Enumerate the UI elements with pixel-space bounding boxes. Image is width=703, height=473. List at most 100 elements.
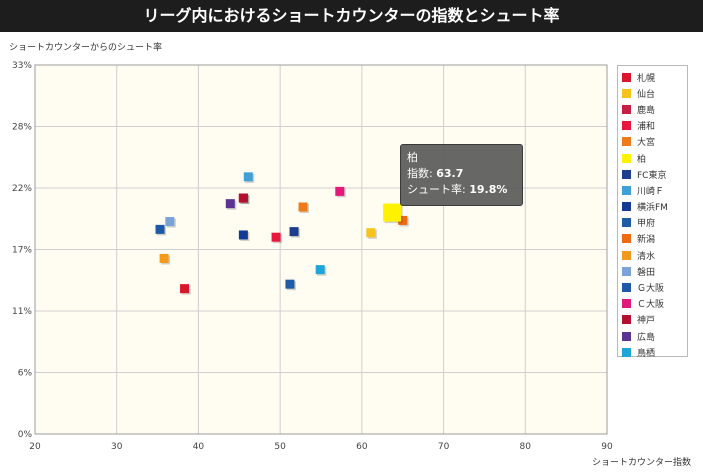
legend-item[interactable]: 大宮 xyxy=(622,134,687,150)
legend-label: 甲府 xyxy=(637,219,656,230)
legend-swatch xyxy=(622,315,631,325)
data-point-柏 xyxy=(383,203,402,222)
legend-swatch xyxy=(622,137,631,147)
legend-item[interactable]: 神戸 xyxy=(622,312,687,328)
legend-label: 鳥栖 xyxy=(637,348,656,359)
legend-item[interactable]: 仙台 xyxy=(622,85,687,101)
tooltip-x-row: 指数: 63.7 xyxy=(407,166,516,182)
legend-label: FC東京 xyxy=(637,170,667,181)
legend-item[interactable]: 浦和 xyxy=(622,118,687,134)
legend-item[interactable]: 鳥栖 xyxy=(622,344,687,360)
y-tick-label: 17% xyxy=(12,246,32,256)
legend-swatch xyxy=(622,283,631,293)
legend-swatch xyxy=(622,299,631,309)
legend-label: 神戸 xyxy=(637,316,656,327)
data-point-新潟 xyxy=(398,215,408,225)
tooltip-y-value: 19.8% xyxy=(469,183,508,196)
legend-swatch xyxy=(622,218,631,228)
x-tick-label: 40 xyxy=(193,442,205,452)
legend-label: 広島 xyxy=(637,332,656,343)
legend-label: 新潟 xyxy=(637,235,656,246)
legend-swatch xyxy=(622,347,631,357)
tooltip: 柏 指数: 63.7 シュート率: 19.8% xyxy=(400,144,523,206)
x-tick-label: 70 xyxy=(438,442,450,452)
legend: 札幌仙台鹿島浦和大宮柏 FC東京川崎Ｆ 横浜FM 甲府新潟清水磐田 Ｇ大阪 Ｃ大阪神戸広島… xyxy=(617,65,688,360)
tooltip-title: 柏 xyxy=(407,151,418,164)
data-point-神戸 xyxy=(238,193,248,203)
y-tick-label: 33% xyxy=(12,61,32,71)
legend-item[interactable]: 札幌 xyxy=(622,69,687,85)
legend-label: 清水 xyxy=(637,251,656,262)
data-point-札幌 xyxy=(180,284,190,294)
data-point-川崎Ｆ xyxy=(243,172,253,182)
legend-label: 浦和 xyxy=(637,122,656,133)
legend-item[interactable]: 川崎Ｆ xyxy=(622,182,687,198)
legend-label: 札幌 xyxy=(637,73,656,84)
legend-swatch xyxy=(622,72,631,82)
plot-border xyxy=(34,64,608,435)
legend-label: 鹿島 xyxy=(637,105,656,116)
data-point-仙台 xyxy=(366,228,376,238)
legend-label: 横浜FM xyxy=(637,203,668,214)
legend-swatch xyxy=(622,250,631,260)
x-tick-label: 50 xyxy=(274,442,286,452)
legend-item[interactable]: 横浜FM xyxy=(622,199,687,215)
y-tick-label: 22% xyxy=(12,184,32,194)
legend-item[interactable]: 鹿島 xyxy=(622,101,687,117)
y-axis-label: ショートカウンターからのシュート率 xyxy=(9,43,163,53)
y-tick-label: 6% xyxy=(18,369,33,379)
legend-swatch xyxy=(622,88,631,98)
x-tick-label: 30 xyxy=(111,442,123,452)
data-point-磐田 xyxy=(165,217,175,227)
data-point-Ｃ大阪 xyxy=(335,186,345,196)
y-tick-label: 28% xyxy=(12,123,32,133)
legend-item[interactable]: Ｃ大阪 xyxy=(622,296,687,312)
y-tick-label: 0% xyxy=(18,430,33,440)
x-tick-label: 90 xyxy=(601,442,613,452)
tooltip-y-label: シュート率: xyxy=(407,183,466,196)
y-tick-label: 11% xyxy=(12,307,32,317)
legend-label: 仙台 xyxy=(637,89,656,100)
tooltip-x-label: 指数: xyxy=(407,167,433,180)
data-point-FC東京 xyxy=(289,227,299,237)
x-tick-label: 60 xyxy=(356,442,368,452)
legend-swatch xyxy=(622,266,631,276)
legend-item[interactable]: FC東京 xyxy=(622,166,687,182)
data-point-鳥栖 xyxy=(315,265,325,275)
x-tick-label: 20 xyxy=(29,442,41,452)
x-axis-label: ショートカウンター指数 xyxy=(591,458,691,468)
legend-swatch xyxy=(622,104,631,114)
legend-swatch xyxy=(622,234,631,244)
chart-title: リーグ内におけるショートカウンターの指数とシュート率 xyxy=(0,0,703,32)
legend-swatch xyxy=(622,185,631,195)
data-point-大宮 xyxy=(298,202,308,212)
legend-item[interactable]: 広島 xyxy=(622,328,687,344)
data-point-広島 xyxy=(225,199,235,209)
data-point-Ｇ大阪 xyxy=(155,224,165,234)
data-point-清水 xyxy=(159,253,169,263)
legend-item[interactable]: 清水 xyxy=(622,247,687,263)
legend-item[interactable]: 磐田 xyxy=(622,263,687,279)
data-point-甲府 xyxy=(285,279,295,289)
legend-label: 川崎Ｆ xyxy=(637,186,665,197)
legend-swatch xyxy=(622,331,631,341)
legend-item[interactable]: 柏 xyxy=(622,150,687,166)
legend-label: 磐田 xyxy=(637,267,656,278)
legend-swatch xyxy=(622,121,631,131)
legend-label: Ｇ大阪 xyxy=(637,284,665,295)
tooltip-y-row: シュート率: 19.8% xyxy=(407,182,516,198)
legend-swatch xyxy=(622,153,631,163)
legend-item[interactable]: 甲府 xyxy=(622,215,687,231)
data-point-横浜FM xyxy=(238,230,248,240)
x-tick-label: 80 xyxy=(520,442,532,452)
legend-label: 柏 xyxy=(637,154,647,165)
legend-swatch xyxy=(622,202,631,212)
legend-item[interactable]: Ｇ大阪 xyxy=(622,279,687,295)
legend-label: Ｃ大阪 xyxy=(637,300,665,311)
legend-swatch xyxy=(622,169,631,179)
legend-item[interactable]: 新潟 xyxy=(622,231,687,247)
tooltip-x-value: 63.7 xyxy=(436,167,464,180)
data-point-浦和 xyxy=(271,232,281,242)
legend-label: 大宮 xyxy=(637,138,656,149)
